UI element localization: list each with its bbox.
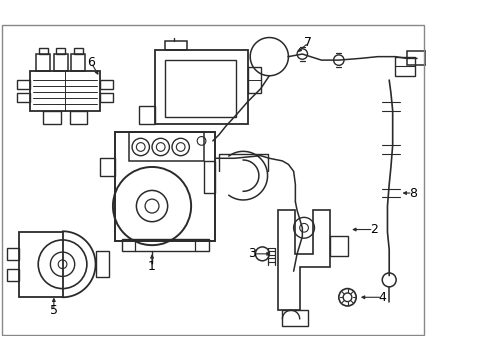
Text: 1: 1 [148, 260, 156, 273]
Text: 8: 8 [409, 186, 416, 199]
Text: 4: 4 [378, 291, 386, 304]
Text: 3: 3 [248, 247, 256, 260]
Text: 5: 5 [50, 304, 58, 317]
Text: 7: 7 [304, 36, 313, 49]
Text: 2: 2 [369, 223, 377, 236]
Text: 6: 6 [87, 56, 95, 69]
